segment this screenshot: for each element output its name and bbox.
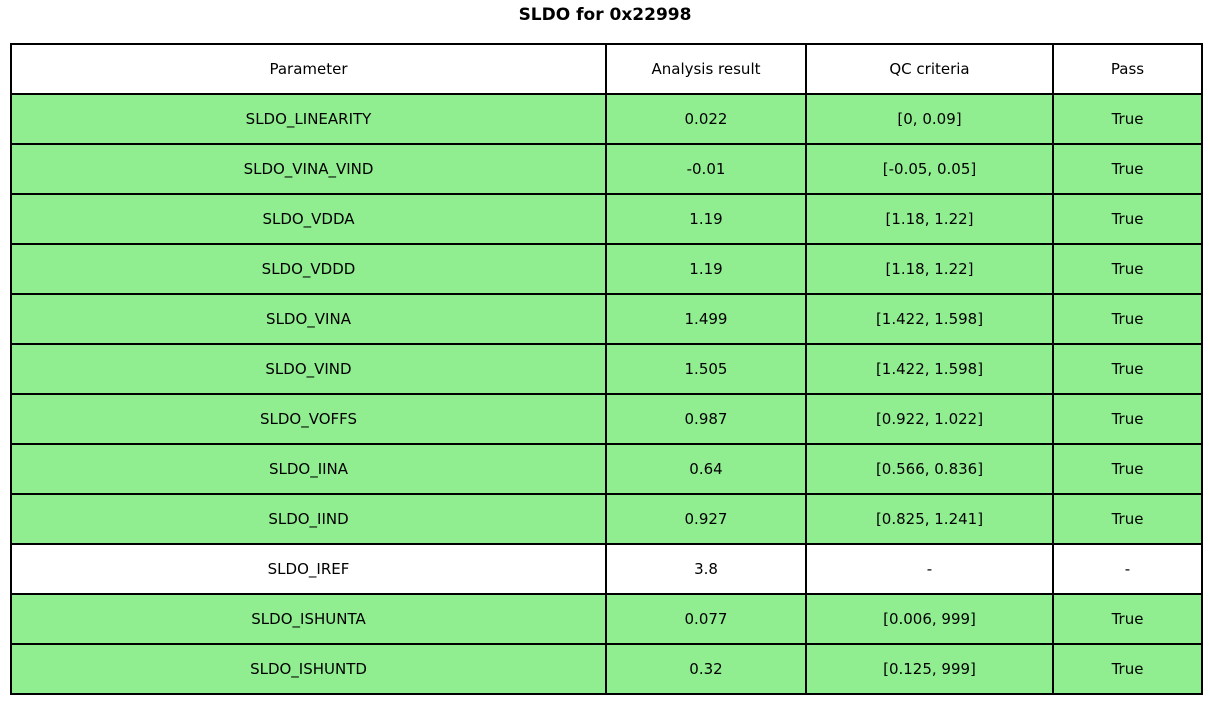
parameter-cell: SLDO_IREF [10, 543, 607, 595]
pass-cell: True [1052, 493, 1203, 545]
parameter-cell: SLDO_ISHUNTD [10, 643, 607, 695]
qc-criteria-cell: [0.006, 999] [805, 593, 1054, 645]
table-row: SLDO_ISHUNTD 0.32 [0.125, 999] True [10, 643, 1203, 695]
table-header: Parameter Analysis result QC criteria Pa… [10, 43, 1203, 95]
pass-cell: True [1052, 343, 1203, 395]
column-header-analysis-result: Analysis result [605, 43, 807, 95]
parameter-cell: SLDO_VINA [10, 293, 607, 345]
analysis-result-cell: 3.8 [605, 543, 807, 595]
pass-cell: True [1052, 443, 1203, 495]
table-row: SLDO_IINA 0.64 [0.566, 0.836] True [10, 443, 1203, 495]
analysis-result-cell: 0.022 [605, 93, 807, 145]
column-header-pass: Pass [1052, 43, 1203, 95]
pass-cell: True [1052, 293, 1203, 345]
qc-criteria-cell: [0.125, 999] [805, 643, 1054, 695]
qc-criteria-cell: [1.422, 1.598] [805, 343, 1054, 395]
pass-cell: True [1052, 393, 1203, 445]
pass-cell: True [1052, 93, 1203, 145]
pass-cell: True [1052, 643, 1203, 695]
qc-criteria-cell: [0, 0.09] [805, 93, 1054, 145]
table-row: SLDO_IREF 3.8- - [10, 543, 1203, 595]
analysis-result-cell: 1.19 [605, 193, 807, 245]
table-row: SLDO_VOFFS 0.987 [0.922, 1.022] True [10, 393, 1203, 445]
table-row: SLDO_VDDA 1.19 [1.18, 1.22] True [10, 193, 1203, 245]
column-header-qc-criteria: QC criteria [805, 43, 1054, 95]
pass-cell: True [1052, 143, 1203, 195]
qc-criteria-cell: [1.422, 1.598] [805, 293, 1054, 345]
analysis-result-cell: 0.987 [605, 393, 807, 445]
parameter-cell: SLDO_VDDD [10, 243, 607, 295]
table-body: SLDO_LINEARITY 0.022 [0, 0.09] True SLDO_VIN… [10, 93, 1203, 695]
analysis-result-cell: 1.499 [605, 293, 807, 345]
analysis-result-cell: 1.505 [605, 343, 807, 395]
analysis-result-cell: 0.077 [605, 593, 807, 645]
qc-criteria-cell: [0.566, 0.836] [805, 443, 1054, 495]
qc-criteria-cell: [0.825, 1.241] [805, 493, 1054, 545]
page-title: SLDO for 0x22998 [518, 5, 692, 25]
parameter-cell: SLDO_VINA_VIND [10, 143, 607, 195]
table-row: SLDO_VIND 1.505 [1.422, 1.598] True [10, 343, 1203, 395]
analysis-result-cell: 0.64 [605, 443, 807, 495]
pass-cell: True [1052, 593, 1203, 645]
table-row: SLDO_ISHUNTA 0.077 [0.006, 999] True [10, 593, 1203, 645]
table-row: SLDO_LINEARITY 0.022 [0, 0.09] True [10, 93, 1203, 145]
pass-cell: True [1052, 193, 1203, 245]
qc-criteria-cell: [1.18, 1.22] [805, 193, 1054, 245]
table-row: SLDO_IIND 0.927 [0.825, 1.241] True [10, 493, 1203, 545]
analysis-result-cell: 1.19 [605, 243, 807, 295]
column-header-parameter: Parameter [10, 43, 607, 95]
table-row: SLDO_VINA_VIND -0.01 [-0.05, 0.05] True [10, 143, 1203, 195]
parameter-cell: SLDO_VIND [10, 343, 607, 395]
qc-results-table: Parameter Analysis result QC criteria Pa… [10, 43, 1203, 695]
analysis-result-cell: 0.32 [605, 643, 807, 695]
analysis-result-cell: -0.01 [605, 143, 807, 195]
parameter-cell: SLDO_VOFFS [10, 393, 607, 445]
header-row: Parameter Analysis result QC criteria Pa… [10, 43, 1203, 95]
qc-criteria-cell: [1.18, 1.22] [805, 243, 1054, 295]
parameter-cell: SLDO_VDDA [10, 193, 607, 245]
pass-cell: True [1052, 243, 1203, 295]
parameter-cell: SLDO_LINEARITY [10, 93, 607, 145]
qc-criteria-cell: [0.922, 1.022] [805, 393, 1054, 445]
table-row: SLDO_VDDD 1.19 [1.18, 1.22] True [10, 243, 1203, 295]
parameter-cell: SLDO_ISHUNTA [10, 593, 607, 645]
qc-criteria-cell: - [805, 543, 1054, 595]
analysis-result-cell: 0.927 [605, 493, 807, 545]
parameter-cell: SLDO_IIND [10, 493, 607, 545]
parameter-cell: SLDO_IINA [10, 443, 607, 495]
pass-cell: - [1052, 543, 1203, 595]
qc-criteria-cell: [-0.05, 0.05] [805, 143, 1054, 195]
table-row: SLDO_VINA 1.499 [1.422, 1.598] True [10, 293, 1203, 345]
